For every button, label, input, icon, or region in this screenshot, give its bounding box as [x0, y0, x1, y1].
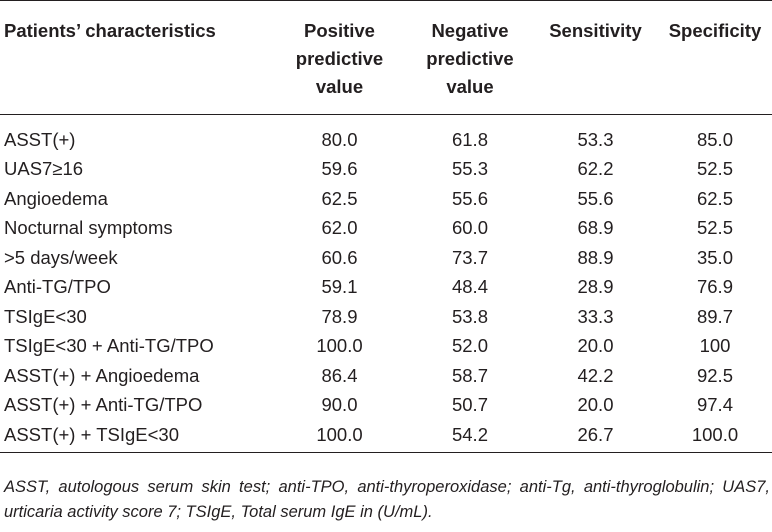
row-label: TSIgE<30 + Anti-TG/TPO [4, 335, 214, 357]
specificity-cell: 35.0 [696, 246, 733, 268]
row-label: Angioedema [4, 187, 108, 209]
row-label: UAS7≥16 [4, 158, 84, 180]
table-footnote: ASST, autologous serum skin test; anti-T… [4, 478, 770, 521]
sensitivity-cell: 33.3 [577, 305, 614, 327]
npv-cell: 53.8 [451, 305, 488, 327]
ppv-cell: 59.1 [321, 276, 358, 298]
table-row: Angioedema 62.5 55.6 55.6 62.5 [0, 185, 772, 215]
specificity-cell: 97.4 [696, 394, 733, 416]
npv-cell: 52.0 [451, 335, 488, 357]
results-table: Patients’ characteristics Positive predi… [0, 0, 772, 453]
npv-cell: 54.2 [407, 420, 533, 453]
table-row: ASST(+) + Anti-TG/TPO 90.0 50.7 20.0 97.… [0, 391, 772, 421]
row-label: >5 days/week [4, 246, 118, 268]
header-row: Patients’ characteristics Positive predi… [0, 0, 772, 115]
header-specificity: Specificity [658, 0, 772, 115]
ppv-cell: 78.9 [321, 305, 358, 327]
npv-cell: 48.4 [451, 276, 488, 298]
ppv-cell: 60.6 [321, 246, 358, 268]
sensitivity-cell: 53.3 [577, 129, 614, 150]
table-row: >5 days/week 60.6 73.7 88.9 35.0 [0, 244, 772, 274]
specificity-cell: 52.5 [696, 158, 733, 180]
table-row: Anti-TG/TPO 59.1 48.4 28.9 76.9 [0, 273, 772, 303]
sensitivity-cell: 62.2 [577, 158, 614, 180]
header-sensitivity: Sensitivity [533, 0, 658, 115]
row-label: ASST(+) + TSIgE<30 [0, 420, 272, 453]
specificity-cell: 100.0 [658, 420, 772, 453]
table-row: ASST(+) + TSIgE<30 100.0 54.2 26.7 100.0 [0, 420, 772, 453]
row-label: ASST(+) [4, 129, 76, 150]
npv-cell: 55.6 [451, 187, 488, 209]
ppv-cell: 90.0 [321, 394, 358, 416]
table-row: Nocturnal symptoms 62.0 60.0 68.9 52.5 [0, 214, 772, 244]
sensitivity-cell: 26.7 [533, 420, 658, 453]
ppv-cell: 100.0 [316, 335, 363, 357]
specificity-cell: 52.5 [696, 217, 733, 239]
header-negative-predictive-value: Negative predictive value [407, 0, 533, 115]
npv-cell: 55.3 [451, 158, 488, 180]
specificity-cell: 76.9 [696, 276, 733, 298]
sensitivity-cell: 88.9 [577, 246, 614, 268]
sensitivity-cell: 42.2 [577, 364, 614, 386]
ppv-cell: 62.0 [321, 217, 358, 239]
specificity-cell: 62.5 [696, 187, 733, 209]
ppv-cell: 59.6 [321, 158, 358, 180]
table-row: TSIgE<30 + Anti-TG/TPO 100.0 52.0 20.0 1… [0, 332, 772, 362]
header-positive-predictive-value: Positive predictive value [272, 0, 407, 115]
npv-cell: 60.0 [451, 217, 488, 239]
row-label: ASST(+) + Anti-TG/TPO [4, 394, 203, 416]
table-body: ASST(+) 80.0 61.8 53.3 85.0 UAS7≥16 59.6… [0, 115, 772, 453]
sensitivity-cell: 20.0 [577, 394, 614, 416]
npv-cell: 58.7 [451, 364, 488, 386]
table-row: ASST(+) 80.0 61.8 53.3 85.0 [0, 115, 772, 156]
table-row: UAS7≥16 59.6 55.3 62.2 52.5 [0, 155, 772, 185]
sensitivity-cell: 20.0 [577, 335, 614, 357]
specificity-cell: 100 [699, 335, 731, 357]
npv-cell: 50.7 [451, 394, 488, 416]
specificity-cell: 92.5 [696, 364, 733, 386]
ppv-cell: 62.5 [321, 187, 358, 209]
sensitivity-cell: 68.9 [577, 217, 614, 239]
specificity-cell: 89.7 [696, 305, 733, 327]
sensitivity-cell: 28.9 [577, 276, 614, 298]
row-label: Nocturnal symptoms [4, 217, 173, 239]
row-label: ASST(+) + Angioedema [4, 364, 200, 386]
sensitivity-cell: 55.6 [577, 187, 614, 209]
npv-cell: 73.7 [451, 246, 488, 268]
ppv-cell: 86.4 [321, 364, 358, 386]
ppv-cell: 100.0 [272, 420, 407, 453]
npv-cell: 61.8 [451, 129, 488, 150]
specificity-cell: 85.0 [696, 129, 733, 150]
row-label: Anti-TG/TPO [4, 276, 111, 298]
ppv-cell: 80.0 [321, 129, 358, 150]
table-row: ASST(+) + Angioedema 86.4 58.7 42.2 92.5 [0, 362, 772, 392]
header-characteristics: Patients’ characteristics [0, 0, 272, 115]
table-row: TSIgE<30 78.9 53.8 33.3 89.7 [0, 303, 772, 333]
row-label: TSIgE<30 [4, 305, 87, 327]
